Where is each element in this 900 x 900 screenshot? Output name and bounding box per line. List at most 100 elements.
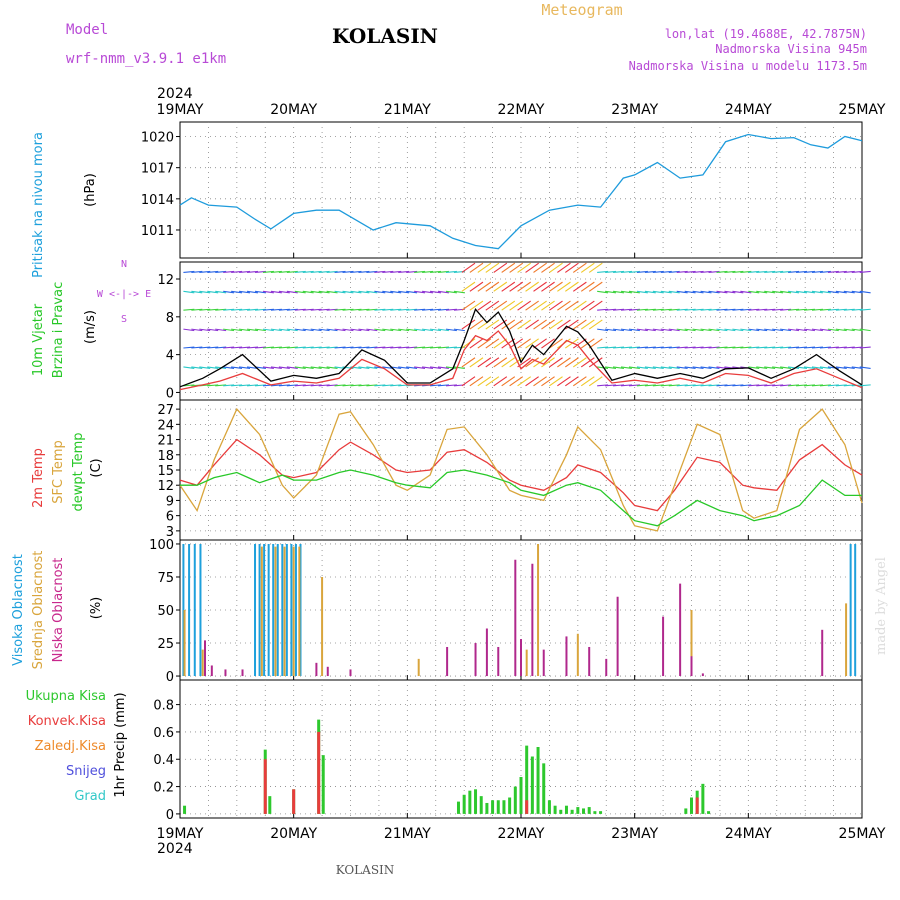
wind-arrow xyxy=(183,328,195,332)
wind-arrow xyxy=(501,319,516,330)
wind-arrow xyxy=(533,300,547,311)
wind-arrow xyxy=(605,346,617,349)
wind-arrow xyxy=(318,328,330,332)
wind-arrow xyxy=(811,366,823,369)
wind-arrow xyxy=(366,270,378,273)
wind-arrow xyxy=(207,384,219,387)
wind-arrow xyxy=(278,308,290,311)
wind-arrow xyxy=(756,290,768,294)
wind-arrow xyxy=(310,328,322,332)
wind-arrow xyxy=(541,338,555,349)
wind-arrow xyxy=(239,346,251,349)
wind-arrow xyxy=(469,300,484,311)
wind-arrow xyxy=(572,262,587,273)
wind-arrow xyxy=(565,281,579,292)
wind-arrow xyxy=(366,290,378,294)
wind-arrow xyxy=(342,270,354,273)
wind-arrow xyxy=(286,270,298,273)
date-tick-bottom: 25MAY xyxy=(839,826,886,842)
wind-arrow xyxy=(636,328,648,332)
wind-arrow xyxy=(533,281,547,292)
wind-arrow xyxy=(716,290,728,294)
date-tick-bottom: 19MAY xyxy=(157,826,204,842)
wind-arrow xyxy=(429,328,442,332)
wind-arrow xyxy=(398,328,410,332)
wind-arrow xyxy=(676,366,688,369)
wind-arrow xyxy=(525,281,539,292)
wind-arrow xyxy=(756,366,768,369)
wind-arrow xyxy=(215,346,227,349)
wind-arrow xyxy=(398,290,410,294)
wind-arrow xyxy=(748,308,760,311)
compass-we: W <-|-> E xyxy=(97,289,151,300)
wind-arrow xyxy=(772,290,784,294)
wind-arrow xyxy=(676,384,688,387)
wind-arrow xyxy=(772,308,784,311)
y-tick-label: 4 xyxy=(166,349,174,364)
wind-arrow xyxy=(557,300,571,311)
wind-arrow xyxy=(302,384,314,387)
wind-arrow xyxy=(246,290,259,294)
wind-arrow xyxy=(199,290,211,294)
wind-arrow xyxy=(788,290,800,294)
wind-arrow xyxy=(270,346,282,349)
wind-arrow xyxy=(613,384,625,387)
wind-arrow xyxy=(366,366,378,369)
wind-arrow xyxy=(374,270,386,273)
wind-arrow xyxy=(254,384,267,387)
wind-arrow xyxy=(740,270,752,273)
y-tick-label: 9 xyxy=(166,494,174,509)
wind-arrow xyxy=(461,338,476,349)
wind-arrow xyxy=(390,384,402,387)
wind-arrow xyxy=(835,346,847,349)
wind-arrow xyxy=(374,384,386,387)
wind-arrow xyxy=(588,319,603,330)
wind-arrow xyxy=(796,384,808,387)
wind-arrow xyxy=(676,290,688,294)
wind-arrow xyxy=(724,384,736,387)
wind-arrow xyxy=(286,346,298,349)
wind-arrow xyxy=(382,384,394,387)
wind-arrow xyxy=(445,346,457,349)
wind-arrow xyxy=(692,270,704,273)
wind-arrow xyxy=(803,346,816,349)
date-tick-bottom: 24MAY xyxy=(725,826,772,842)
wind-arrow xyxy=(692,366,704,369)
wind-arrow xyxy=(286,308,298,311)
wind-arrow xyxy=(334,346,346,349)
wind-arrow xyxy=(572,300,587,311)
wind-arrow xyxy=(780,366,792,369)
wind-arrow xyxy=(509,376,524,387)
wind-arrow xyxy=(286,384,298,387)
wind-arrow xyxy=(843,328,855,332)
wind-arrow xyxy=(509,319,524,330)
wind-arrow xyxy=(207,328,219,332)
wind-arrow xyxy=(780,290,792,294)
pressure-unit: (hPa) xyxy=(83,173,98,207)
date-labels-top: 19MAY 20MAY 21MAY 22MAY 23MAY 24MAY 25MAY xyxy=(157,102,886,118)
wind-arrow xyxy=(811,346,823,349)
wind-arrow xyxy=(477,338,492,349)
wind-arrow xyxy=(716,384,728,387)
y-tick-label: 1014 xyxy=(141,193,174,208)
wind-arrow xyxy=(668,346,680,349)
wind-arrow xyxy=(660,366,672,369)
wind-arrow xyxy=(437,290,449,294)
wind-arrow xyxy=(326,328,338,332)
wind-arrow xyxy=(764,328,776,332)
wind-arrow xyxy=(278,366,290,369)
wind-arrow xyxy=(588,262,603,273)
wind-arrow xyxy=(780,270,792,273)
wind-arrow xyxy=(461,376,476,387)
y-tick-label: 6 xyxy=(166,510,174,525)
wind-arrow xyxy=(278,290,290,294)
series-line xyxy=(179,330,863,391)
wind-arrow xyxy=(724,328,736,332)
wind-arrow xyxy=(764,384,776,387)
wind-arrow xyxy=(684,308,696,311)
wind-arrow xyxy=(795,290,808,294)
wind-arrow xyxy=(422,270,434,273)
wind-arrow xyxy=(827,270,839,273)
wind-arrow xyxy=(732,384,744,387)
